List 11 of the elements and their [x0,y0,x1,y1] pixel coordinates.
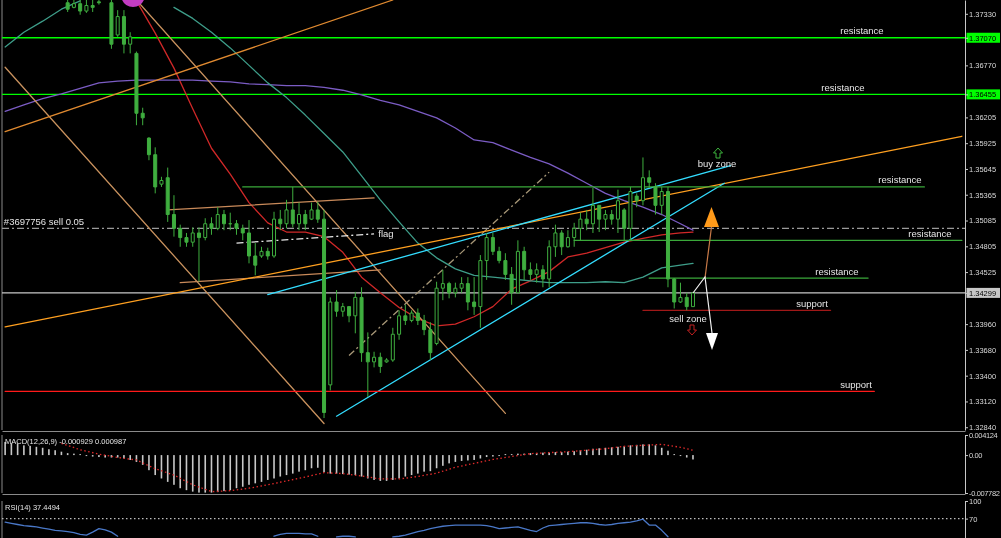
annotation: flag [378,228,394,239]
annotation: support [840,378,873,390]
annotation: resistance [840,25,884,37]
annotation: sell zone [669,312,707,324]
annotation: resistance [908,227,952,239]
annotation: resistance [878,174,922,186]
annotation: resistance [815,265,859,277]
annotation: buy zone [697,157,737,169]
annotation: support [796,297,829,309]
annotation: resistance [821,81,865,93]
annotation: #3697756 sell 0.05 [3,215,85,227]
